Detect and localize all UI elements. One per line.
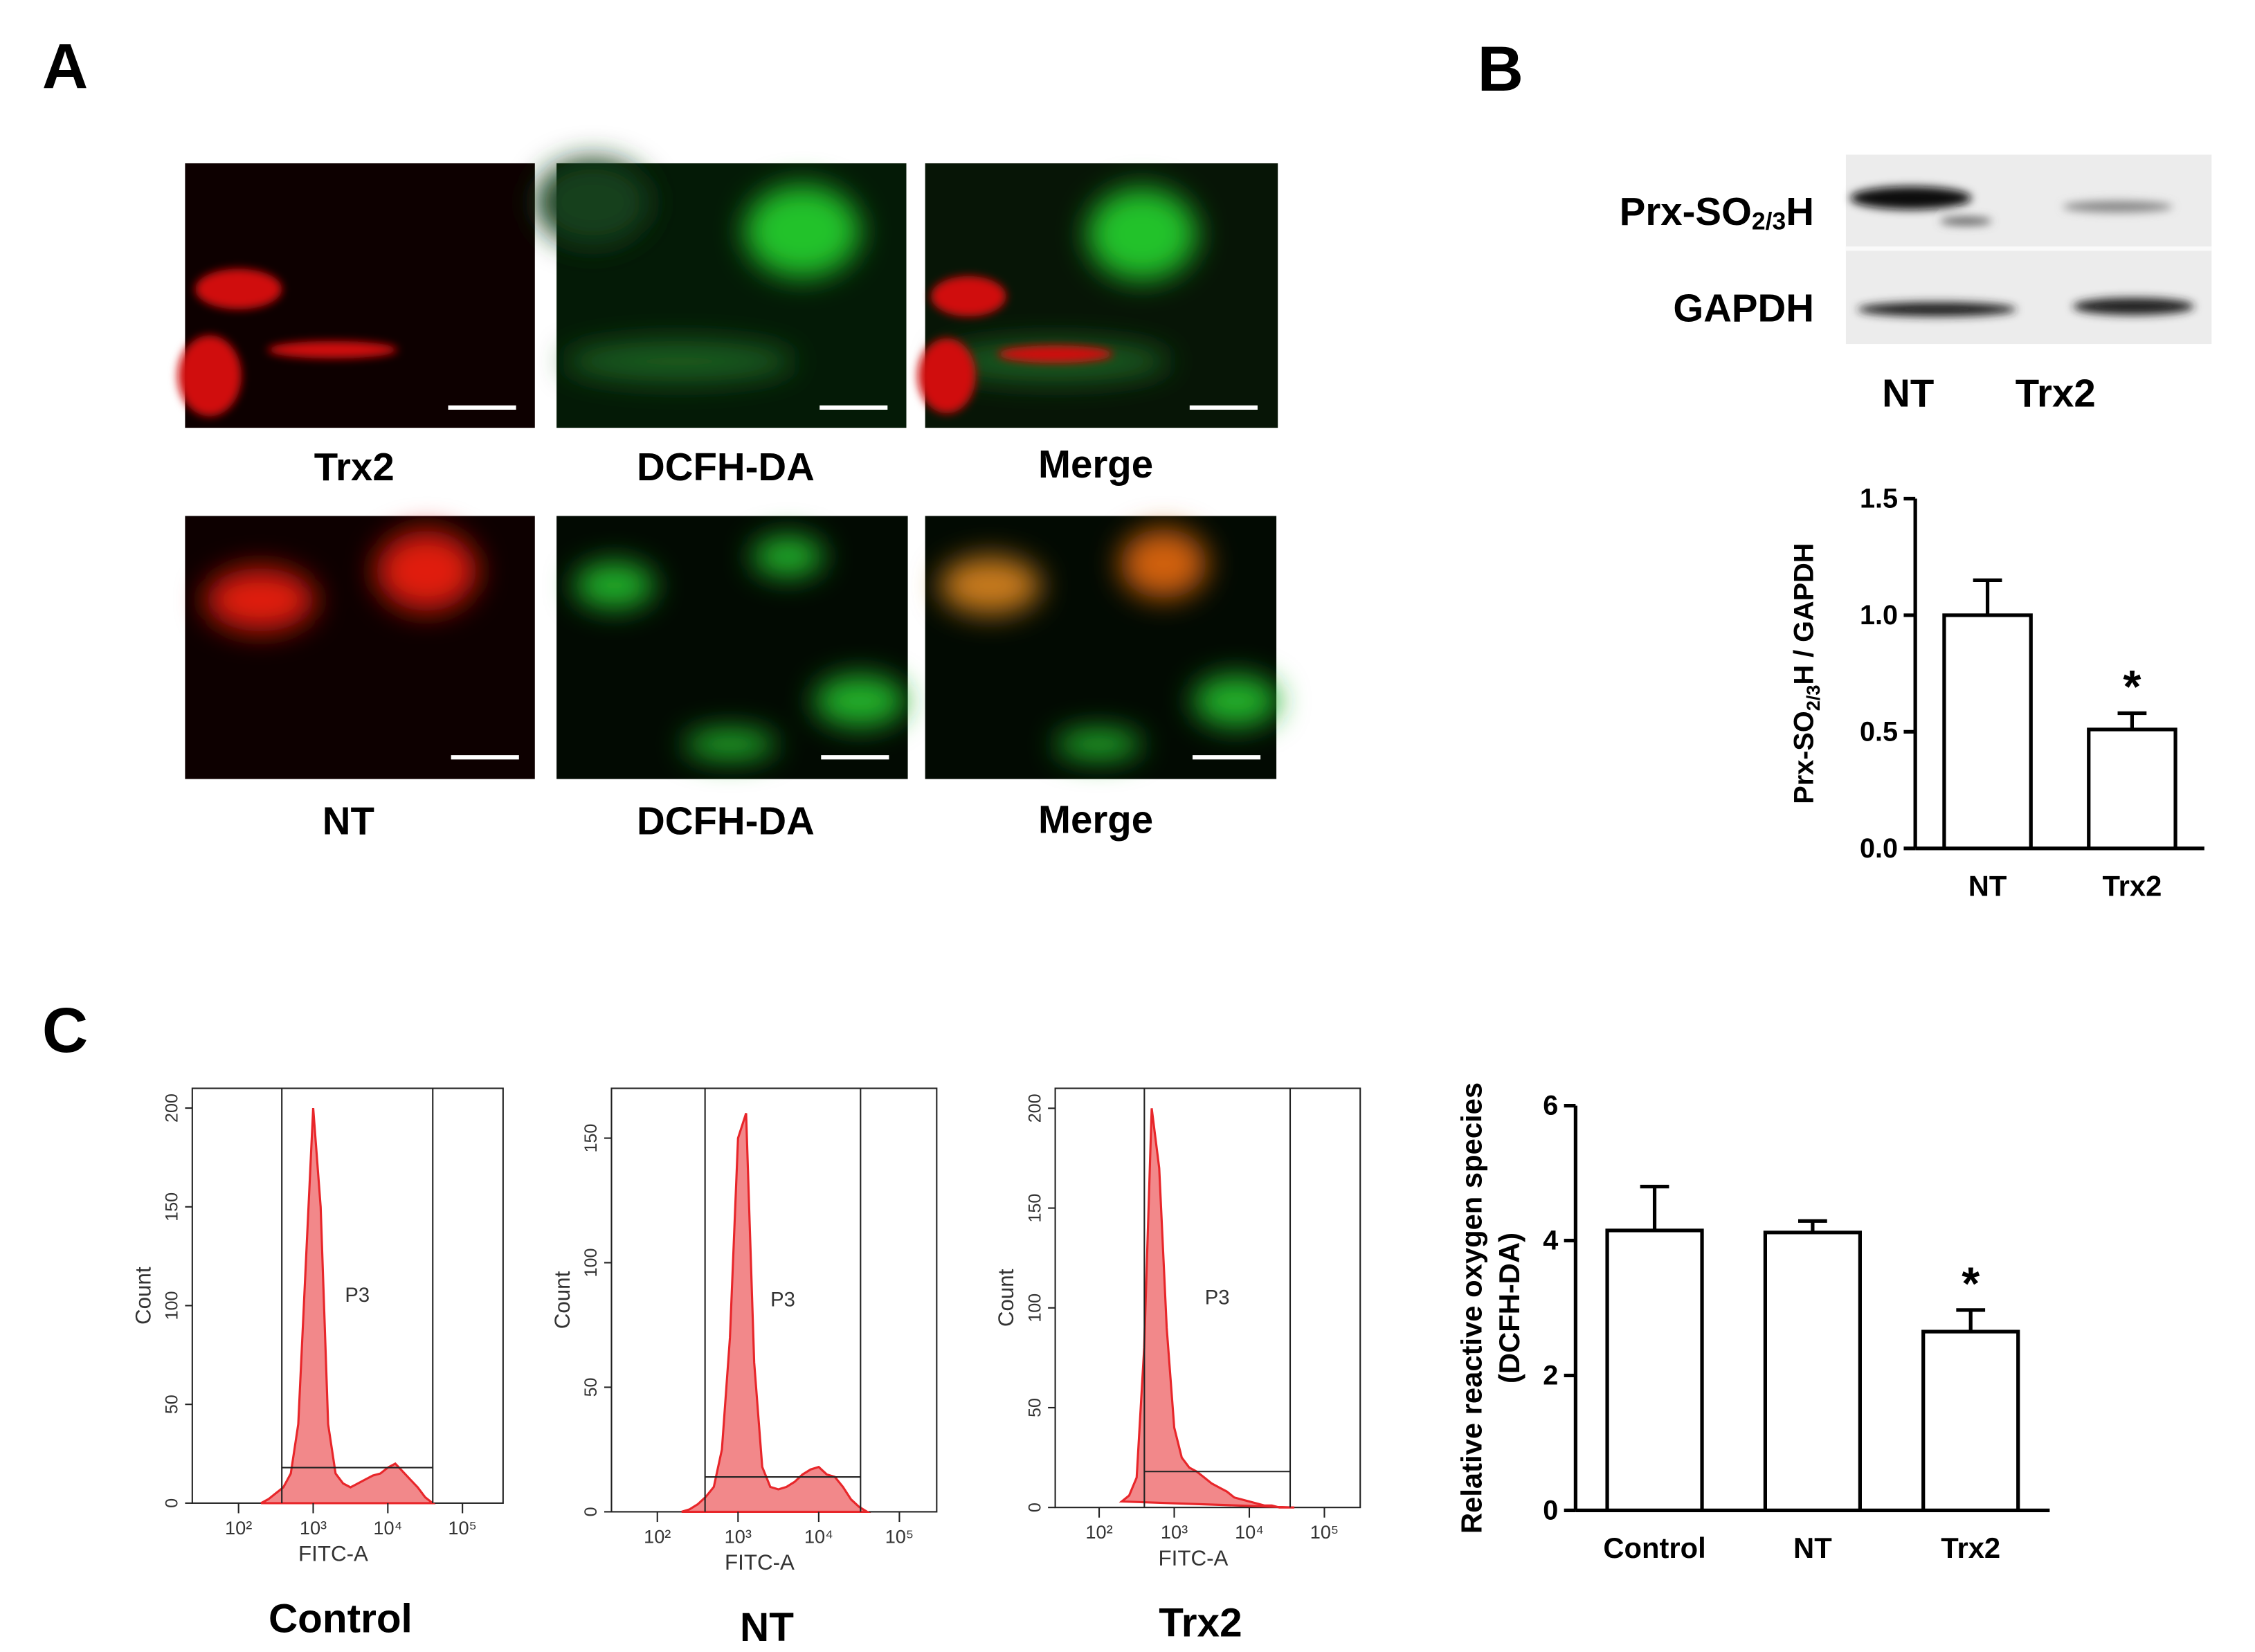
- chart-title: NT: [740, 1605, 794, 1650]
- y-tick-label: 150: [1025, 1194, 1044, 1223]
- blot-row-label-sub: 2/3: [1752, 208, 1786, 235]
- blot-row-label: Prx-SO2/3H: [1620, 189, 1814, 235]
- panel-label: A: [42, 31, 88, 102]
- x-tick-label: 10³: [1161, 1521, 1188, 1543]
- image-caption: DCFH-DA: [637, 799, 815, 843]
- blot-lane-label: NT: [1882, 372, 1934, 415]
- x-tick-label: NT: [1793, 1532, 1832, 1564]
- bar: [1921, 1329, 2020, 1512]
- y-axis-label-part: H / GAPDH: [1788, 543, 1819, 685]
- micrograph: [925, 516, 1280, 779]
- y-axis-label: Relative reactive oxygen species: [1456, 1082, 1488, 1534]
- y-axis-label: Count: [131, 1267, 155, 1325]
- y-axis-label-part: Prx-SO: [1788, 711, 1819, 804]
- y-tick-label: 50: [581, 1378, 601, 1397]
- x-tick-label: 10³: [300, 1517, 327, 1538]
- western-blot: [1845, 154, 2212, 345]
- histogram-area: [260, 1107, 436, 1505]
- x-axis-label: FITC-A: [298, 1541, 368, 1565]
- gate-label: P3: [1205, 1287, 1230, 1309]
- histogram-area: [681, 1113, 871, 1513]
- y-tick-label: 200: [1025, 1093, 1044, 1123]
- y-tick-label: 100: [1025, 1294, 1044, 1323]
- panel-label: C: [42, 995, 88, 1066]
- x-tick-label: 10⁵: [1310, 1521, 1339, 1543]
- y-tick-label: 200: [163, 1093, 182, 1123]
- y-axis-label-sub: 2/3: [1802, 685, 1823, 711]
- x-tick-label: 10⁵: [448, 1517, 476, 1538]
- image-caption: NT: [323, 799, 374, 843]
- gate-label: P3: [770, 1289, 795, 1311]
- bar: [1605, 1228, 1704, 1512]
- y-tick-label: 0: [1543, 1495, 1558, 1525]
- y-tick-label: 150: [581, 1124, 601, 1153]
- x-tick-label: Trx2: [2102, 870, 2162, 902]
- histogram-area: [1119, 1108, 1295, 1509]
- chart-title: Control: [269, 1596, 413, 1641]
- y-axis-label: Count: [994, 1269, 1018, 1327]
- image-caption: Trx2: [314, 445, 395, 489]
- x-axis-label: FITC-A: [725, 1550, 795, 1574]
- y-tick-label: 4: [1543, 1226, 1558, 1256]
- significance-mark: *: [2123, 662, 2141, 713]
- significance-mark: *: [1962, 1258, 1980, 1309]
- x-tick-label: 10²: [225, 1517, 252, 1538]
- y-axis-label: Count: [550, 1271, 574, 1329]
- y-tick-label: 0.0: [1860, 833, 1898, 864]
- y-tick-label: 100: [581, 1249, 601, 1278]
- blot-row-label-part: H: [1786, 189, 1814, 233]
- x-tick-label: 10⁴: [1235, 1521, 1264, 1543]
- x-tick-label: 10⁵: [885, 1525, 914, 1547]
- y-tick-label: 50: [1025, 1398, 1044, 1417]
- blot-lane-label: Trx2: [2016, 372, 2096, 415]
- y-tick-label: 50: [163, 1395, 182, 1414]
- y-tick-label: 2: [1543, 1360, 1558, 1390]
- blot-row-label-part: Prx-SO: [1620, 189, 1752, 233]
- x-tick-label: 10³: [725, 1525, 752, 1547]
- bar: [1942, 613, 2033, 851]
- y-tick-label: 1.0: [1860, 600, 1898, 630]
- y-tick-label: 150: [163, 1192, 182, 1222]
- micrograph: [177, 163, 535, 428]
- y-tick-label: 6: [1543, 1091, 1558, 1121]
- y-tick-label: 0: [1025, 1503, 1044, 1512]
- y-axis-label: (DCFH-DA): [1493, 1233, 1525, 1383]
- x-tick-label: 10²: [1085, 1521, 1112, 1543]
- x-tick-label: 10⁴: [804, 1525, 833, 1547]
- y-axis-label: Prx-SO2/3H / GAPDH: [1788, 543, 1823, 804]
- x-tick-label: 10²: [644, 1525, 671, 1547]
- y-tick-label: 100: [163, 1291, 182, 1320]
- bar: [2087, 727, 2177, 851]
- image-caption: Merge: [1038, 798, 1153, 842]
- gate-label: P3: [345, 1285, 370, 1307]
- chart-title: Trx2: [1159, 1601, 1242, 1646]
- micrograph: [556, 516, 908, 779]
- x-tick-label: 10⁴: [373, 1517, 402, 1538]
- y-tick-label: 0.5: [1860, 716, 1898, 747]
- y-tick-label: 0: [581, 1507, 601, 1516]
- image-caption: Merge: [1038, 442, 1153, 486]
- micrograph: [534, 158, 907, 428]
- y-tick-label: 0: [163, 1498, 182, 1508]
- panel-label: B: [1478, 34, 1523, 105]
- y-tick-label: 1.5: [1860, 483, 1898, 514]
- x-tick-label: Control: [1603, 1532, 1705, 1564]
- x-axis-label: FITC-A: [1159, 1546, 1229, 1570]
- plot-frame: [1054, 1087, 1361, 1509]
- micrograph: [918, 163, 1278, 428]
- x-tick-label: NT: [1968, 870, 2007, 902]
- bar: [1763, 1231, 1862, 1512]
- micrograph: [185, 516, 535, 779]
- image-caption: DCFH-DA: [637, 445, 815, 489]
- x-tick-label: Trx2: [1941, 1532, 2000, 1564]
- blot-row-label: GAPDH: [1673, 286, 1814, 329]
